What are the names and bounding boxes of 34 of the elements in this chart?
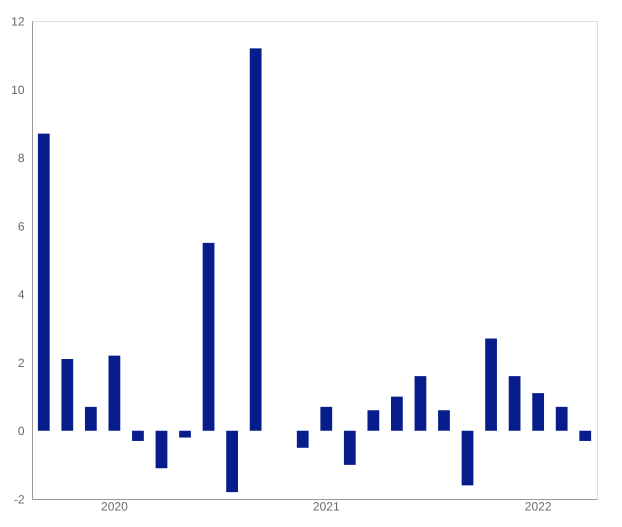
y-tick-label: 0 (18, 424, 25, 438)
bar (108, 356, 120, 431)
bar (391, 396, 403, 431)
y-tick-label: 12 (11, 14, 25, 28)
bar (38, 134, 50, 431)
bar (532, 393, 544, 431)
bar (179, 430, 191, 438)
bar (438, 410, 450, 431)
y-tick-label: 4 (18, 288, 25, 302)
bar (84, 406, 97, 431)
bar (156, 430, 168, 468)
y-tick-label: -2 (14, 492, 25, 506)
bar (579, 430, 592, 441)
bar (508, 376, 520, 431)
x-tick-label: 2020 (101, 500, 128, 514)
bar (132, 430, 144, 441)
bar (296, 430, 309, 448)
bar (367, 410, 380, 431)
y-tick-label: 6 (18, 219, 25, 234)
x-tick-label: 2022 (524, 500, 552, 514)
x-tick-label: 2021 (312, 500, 340, 514)
bar (462, 430, 474, 486)
bar (414, 376, 426, 431)
bar (556, 406, 568, 431)
bar (250, 48, 262, 431)
bar (202, 242, 214, 431)
y-tick-label: 10 (11, 82, 25, 97)
bar (226, 430, 238, 492)
bar (61, 359, 74, 431)
bar (344, 430, 356, 465)
bar (485, 338, 497, 431)
y-tick-label: 8 (18, 151, 25, 166)
bar (320, 406, 332, 431)
y-tick-label: 2 (18, 356, 25, 370)
